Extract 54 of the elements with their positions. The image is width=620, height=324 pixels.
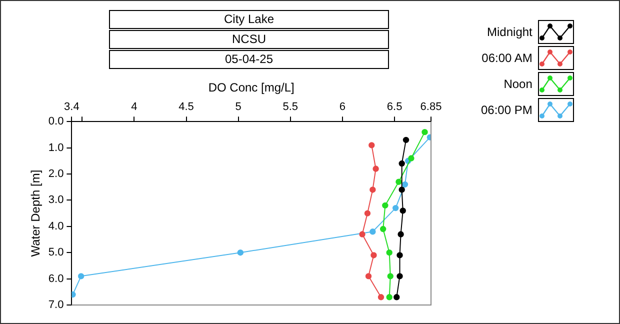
x-tick-label: 6.85	[420, 101, 442, 114]
x-axis-title: DO Conc [mg/L]	[208, 80, 294, 95]
chart-subtitle: NCSU	[109, 30, 389, 49]
point	[370, 252, 377, 258]
y-tick-label: 1.0	[48, 142, 64, 154]
legend-label: 06:00 PM	[481, 103, 532, 117]
x-tick-label: 6	[339, 101, 346, 114]
point	[398, 186, 405, 193]
y-tick-label: 0.0	[48, 116, 64, 128]
point	[368, 142, 375, 148]
y-tick-label: 2.0	[48, 168, 64, 180]
x-tick-label: 4.5	[178, 101, 194, 114]
point	[386, 250, 392, 256]
y-axis-title: Water Depth [m]	[28, 170, 43, 257]
x-tick-label: 5.5	[282, 101, 298, 114]
chart-title: City Lake	[109, 10, 389, 29]
point	[365, 273, 372, 280]
x-tick-label: 6.5	[386, 101, 402, 114]
legend-label: Midnight	[487, 25, 532, 39]
legend-label: Noon	[504, 77, 532, 91]
point	[400, 208, 406, 214]
point	[386, 294, 392, 300]
x-tick-label: 5	[235, 101, 242, 114]
y-tick-label: 7.0	[48, 299, 64, 312]
point	[359, 231, 366, 238]
point	[396, 273, 403, 280]
x-tick-label: 4	[131, 101, 138, 114]
point	[372, 166, 379, 172]
point	[392, 204, 399, 212]
y-tick-label: 6.0	[48, 272, 64, 285]
point	[402, 181, 408, 188]
point	[398, 160, 405, 167]
y-tick-label: 4.0	[48, 220, 64, 232]
point	[237, 250, 244, 256]
point	[398, 231, 404, 238]
point	[364, 210, 371, 216]
legend-label: 06:00 AM	[482, 51, 532, 65]
point	[396, 252, 403, 258]
point	[387, 273, 394, 280]
y-tick-label: 5.0	[48, 246, 64, 259]
point	[422, 128, 428, 136]
point	[382, 202, 388, 209]
point	[378, 294, 384, 300]
point	[370, 186, 376, 193]
y-tick-label: 3.0	[48, 194, 64, 206]
point	[370, 228, 376, 235]
point	[402, 136, 410, 144]
point	[78, 273, 84, 280]
point	[396, 178, 402, 185]
point	[394, 294, 400, 300]
text: 05-04-25	[109, 50, 389, 69]
point	[380, 226, 386, 232]
point	[408, 155, 414, 162]
x-tick-label: 3.4	[64, 101, 80, 114]
